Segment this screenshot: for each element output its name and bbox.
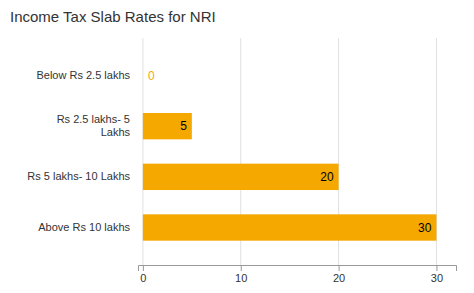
bar: [143, 164, 339, 190]
x-tick: 0: [140, 265, 146, 284]
bars: [143, 113, 437, 241]
x-tick: 10: [235, 265, 247, 284]
x-axis: 0 10 20 30: [139, 265, 457, 284]
x-axis-line: [139, 266, 457, 272]
x-tick-mark: [143, 265, 144, 271]
x-tick: 20: [333, 265, 345, 284]
x-tick-mark: [339, 265, 340, 271]
bar: [142, 62, 143, 88]
title: Income Tax Slab Rates for NRI: [10, 8, 216, 25]
x-tick-label: 20: [333, 272, 345, 284]
y-tick-label: Above Rs 10 lakhs: [38, 221, 130, 233]
grid: [143, 38, 437, 265]
y-tick: Rs 5 lakhs- 10 Lakhs: [27, 170, 130, 182]
y-tick: Rs 2.5 lakhs- 5Lakhs: [57, 113, 131, 138]
plot: 0 10 20 30 Above Rs 10 lakhs Rs 5 lakhs- 10 L…: [27, 38, 456, 284]
data-label: 20: [320, 170, 334, 184]
x-tick: 30: [431, 265, 443, 284]
x-tick-label: 10: [235, 272, 247, 284]
y-tick: Below Rs 2.5 lakhs: [36, 69, 130, 81]
y-tick-label: Rs 2.5 lakhs- 5Lakhs: [57, 113, 131, 138]
data-labels: 30 20 5 0: [148, 69, 432, 235]
x-tick-mark: [241, 265, 242, 271]
data-label: 30: [418, 221, 432, 235]
x-tick-label: 30: [431, 272, 443, 284]
y-tick: Above Rs 10 lakhs: [38, 221, 130, 233]
bar: [143, 214, 437, 240]
data-label: 0: [148, 69, 155, 83]
x-tick-mark: [436, 265, 437, 271]
data-label: 5: [180, 119, 187, 133]
chart: Income Tax Slab Rates for NRI 0 10 20 30 Abov…: [0, 0, 474, 293]
y-axis: Above Rs 10 lakhs Rs 5 lakhs- 10 Lakhs Rs …: [27, 69, 130, 233]
x-tick-label: 0: [140, 272, 146, 284]
y-tick-label: Rs 5 lakhs- 10 Lakhs: [27, 170, 130, 182]
bar: [143, 113, 192, 139]
y-tick-label: Below Rs 2.5 lakhs: [36, 69, 130, 81]
